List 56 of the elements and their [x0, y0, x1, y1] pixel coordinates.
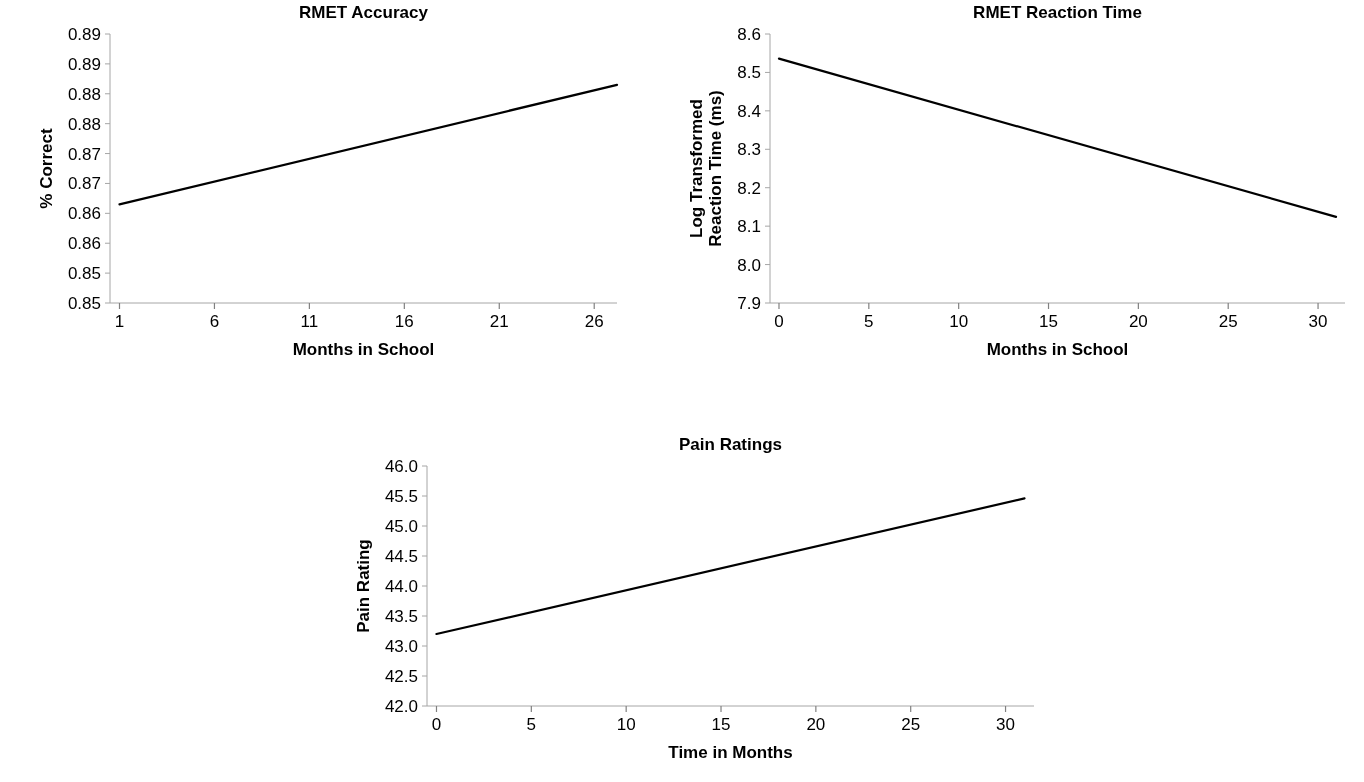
y-tick-label: 0.87 [67, 174, 101, 194]
x-tick-label: 25 [1218, 312, 1238, 331]
y-tick-label: 43.0 [384, 636, 418, 656]
y-tick-label: 42.0 [384, 696, 418, 716]
y-tick-label: 42.5 [384, 666, 418, 686]
y-tick-label: 0.85 [67, 293, 101, 313]
x-tick-label: 15 [1039, 312, 1058, 331]
y-tick-label: 44.0 [384, 576, 418, 596]
y-tick-label: 0.86 [67, 204, 101, 224]
y-tick-label: 0.89 [67, 24, 101, 44]
y-tick-label: 0.88 [67, 114, 101, 134]
y-tick-label: 0.86 [67, 234, 101, 254]
y-tick-label: 8.5 [737, 63, 761, 83]
y-tick-label: 8.6 [737, 24, 761, 44]
y-tick-label: 45.0 [384, 516, 418, 536]
y-tick-label: 0.85 [67, 264, 101, 284]
x-axis-title: Time in Months [668, 743, 793, 762]
y-tick-label: 0.87 [67, 144, 101, 164]
x-tick-label: 10 [616, 715, 636, 734]
y-tick-label: 8.4 [737, 101, 761, 121]
y-axis-title: % Correct [37, 128, 56, 209]
chart-title: RMET Accuracy [299, 3, 429, 22]
x-tick-label: 15 [711, 715, 731, 734]
y-tick-label: 8.0 [737, 255, 761, 275]
y-tick-label: 8.3 [737, 140, 761, 160]
x-tick-label: 11 [300, 312, 319, 331]
x-tick-label: 0 [431, 715, 442, 734]
x-tick-label: 30 [996, 715, 1016, 734]
y-tick-label: 45.5 [384, 486, 418, 506]
y-axis-title: Log Transformed Reaction Time (ms) [687, 90, 725, 247]
x-tick-label: 10 [949, 312, 969, 331]
y-tick-label: 7.9 [737, 293, 761, 313]
y-tick-label: 0.89 [67, 54, 101, 74]
y-tick-label: 44.5 [384, 546, 418, 566]
x-tick-label: 20 [806, 715, 826, 734]
y-axis-title: Pain Rating [354, 539, 373, 633]
x-tick-label: 5 [526, 715, 537, 734]
x-tick-label: 5 [864, 312, 874, 331]
x-tick-label: 21 [489, 312, 509, 331]
x-tick-label: 20 [1128, 312, 1148, 331]
y-tick-label: 46.0 [384, 456, 418, 476]
y-tick-label: 0.88 [67, 84, 101, 104]
y-tick-label: 8.1 [737, 217, 761, 237]
x-tick-label: 16 [394, 312, 414, 331]
x-tick-label: 30 [1308, 312, 1328, 331]
x-tick-label: 1 [114, 312, 125, 331]
x-tick-label: 25 [901, 715, 921, 734]
y-tick-label: 43.5 [384, 606, 418, 626]
x-tick-label: 26 [584, 312, 604, 331]
x-axis-title: Months in School [292, 340, 435, 359]
x-tick-label: 6 [209, 312, 220, 331]
y-tick-label: 8.2 [737, 178, 761, 198]
x-axis-title: Months in School [986, 340, 1129, 359]
chart-title: RMET Reaction Time [973, 3, 1142, 22]
chart-title: Pain Ratings [679, 435, 782, 454]
x-tick-label: 0 [774, 312, 784, 331]
